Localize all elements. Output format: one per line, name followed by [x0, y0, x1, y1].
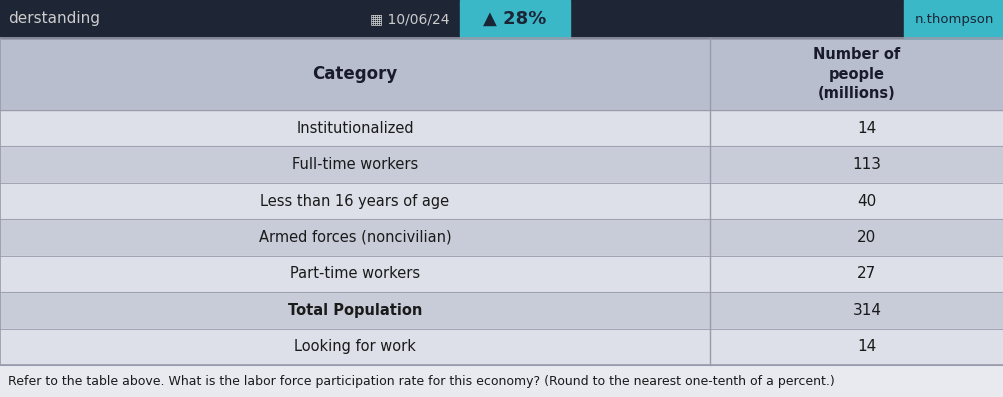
Bar — [0, 329, 1003, 365]
Text: 20: 20 — [857, 230, 876, 245]
Bar — [0, 219, 1003, 256]
Text: Less than 16 years of age: Less than 16 years of age — [260, 194, 449, 208]
Text: 314: 314 — [852, 303, 881, 318]
Bar — [0, 0, 1003, 38]
Bar — [0, 146, 1003, 183]
Text: 27: 27 — [857, 266, 876, 281]
Text: Institutionalized: Institutionalized — [296, 121, 413, 136]
Text: Armed forces (noncivilian): Armed forces (noncivilian) — [259, 230, 451, 245]
Bar — [0, 292, 1003, 329]
Bar — [0, 110, 1003, 146]
Text: Part-time workers: Part-time workers — [290, 266, 419, 281]
Text: Number of
people
(millions): Number of people (millions) — [812, 47, 900, 101]
Text: Category: Category — [312, 65, 397, 83]
Bar — [903, 0, 1003, 38]
Bar — [459, 0, 570, 38]
Bar — [0, 38, 1003, 365]
Text: 113: 113 — [852, 157, 881, 172]
Bar — [0, 256, 1003, 292]
Text: Full-time workers: Full-time workers — [292, 157, 417, 172]
Text: ▦ 10/06/24: ▦ 10/06/24 — [370, 12, 449, 26]
Bar — [0, 38, 1003, 110]
Text: ▲ 28%: ▲ 28% — [482, 10, 547, 28]
Text: 14: 14 — [857, 339, 876, 354]
Bar — [0, 183, 1003, 219]
Text: 40: 40 — [857, 194, 876, 208]
Text: derstanding: derstanding — [8, 12, 100, 27]
Text: Total Population: Total Population — [288, 303, 422, 318]
Text: Refer to the table above. What is the labor force participation rate for this ec: Refer to the table above. What is the la… — [8, 374, 833, 387]
Text: 14: 14 — [857, 121, 876, 136]
Text: Looking for work: Looking for work — [294, 339, 415, 354]
Text: n.thompson: n.thompson — [914, 12, 993, 25]
